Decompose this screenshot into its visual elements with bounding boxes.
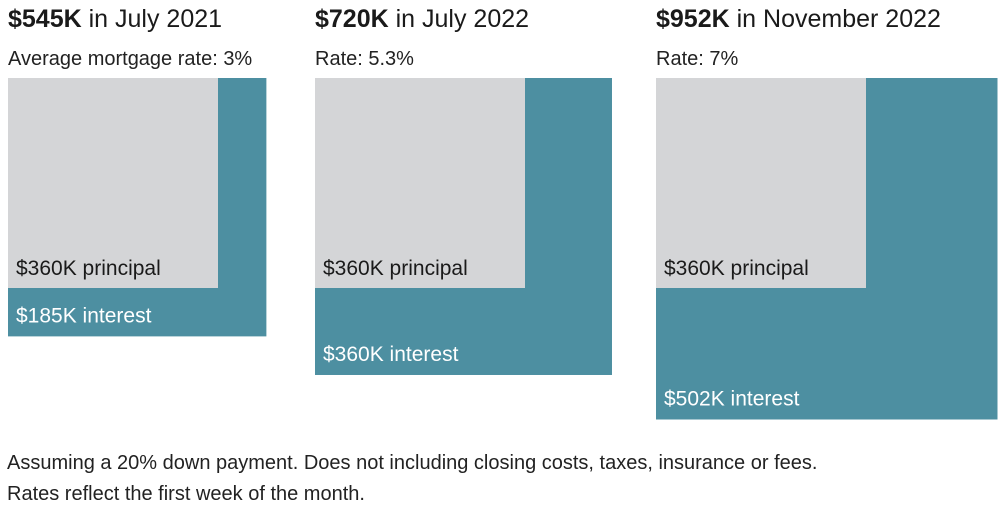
area-square-july-2022: $360K principal $360K interest <box>315 78 612 375</box>
interest-label: $502K interest <box>664 387 800 410</box>
panel-title-date: in July 2022 <box>388 5 530 33</box>
panel-title-amount: $720K <box>315 5 389 33</box>
panel-rate-label: Rate: 7% <box>656 48 739 70</box>
interest-label: $185K interest <box>16 304 152 327</box>
principal-label: $360K principal <box>16 257 161 280</box>
principal-label: $360K principal <box>664 257 809 280</box>
panel-title-date: in November 2022 <box>729 5 941 33</box>
panel-rate-label: Average mortgage rate: 3% <box>8 48 253 70</box>
principal-area <box>656 78 866 288</box>
panel-title-amount: $952K <box>656 5 730 33</box>
footnote-rates: Rates reflect the first week of the mont… <box>7 483 365 505</box>
principal-label: $360K principal <box>323 257 468 280</box>
area-square-november-2022: $360K principal $502K interest <box>656 78 998 420</box>
panel-rate-label: Rate: 5.3% <box>315 48 414 70</box>
footnote-assumptions: Assuming a 20% down payment. Does not in… <box>7 452 818 474</box>
panel-title: $545K in July 2021 <box>8 4 222 34</box>
interest-label: $360K interest <box>323 343 459 366</box>
panel-title: $720K in July 2022 <box>315 4 529 34</box>
panel-title-amount: $545K <box>8 5 82 33</box>
principal-area <box>8 78 218 288</box>
panel-title-date: in July 2021 <box>81 5 223 33</box>
area-square-july-2021: $360K principal $185K interest <box>8 78 267 337</box>
principal-area <box>315 78 525 288</box>
panel-title: $952K in November 2022 <box>656 4 941 34</box>
